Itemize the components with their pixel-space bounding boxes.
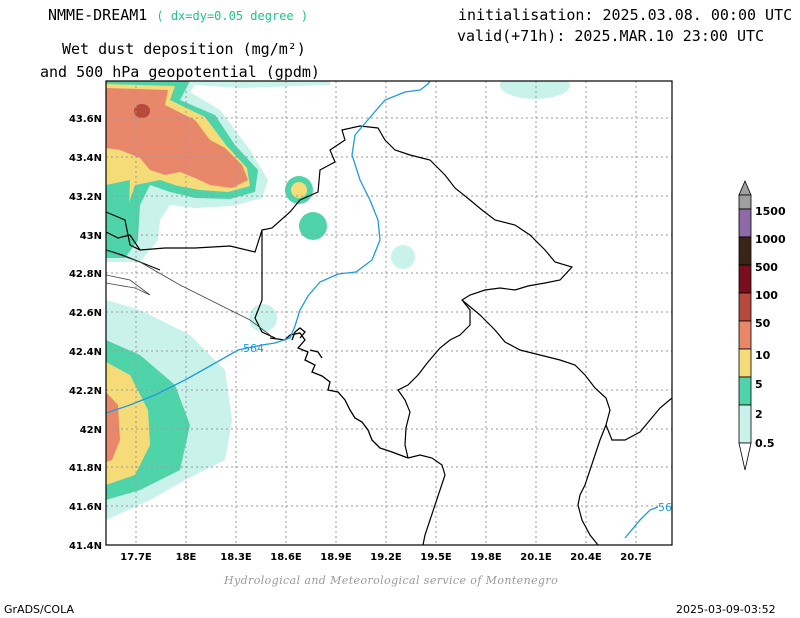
lon-tick: 18.6E [270,552,302,563]
credit-line: Hydrological and Meteorological service … [224,574,559,587]
lat-tick: 42.2N [69,386,102,397]
dust-deposition-field [106,81,570,520]
init-time: initialisation: 2025.03.08. 00:00 UTC [458,6,793,24]
legend-labels: 1500 1000 500 100 50 10 5 2 0.5 [755,205,786,450]
legend-label: 5 [755,378,763,391]
lon-tick: 19.2E [370,552,402,563]
lon-tick: 18.3E [220,552,252,563]
lon-tick: 19.5E [420,552,452,563]
latitude-axis: 43.6N 43.4N 43.2N 43N 42.8N 42.6N 42.4N … [69,114,102,552]
longitude-axis: 17.7E 18E 18.3E 18.6E 18.9E 19.2E 19.5E … [120,552,652,563]
legend-swatch [738,292,752,322]
lon-tick: 20.1E [520,552,552,563]
model-title: NMME-DREAM1 ( dx=dy=0.05 degree ) [48,6,308,24]
lat-tick: 42N [80,425,102,436]
legend-label: 10 [755,349,771,362]
lat-tick: 42.4N [69,347,102,358]
legend-swatch [738,236,752,266]
legend-label: 2 [755,408,763,421]
lat-tick: 43.2N [69,192,102,203]
legend-swatch [738,194,752,210]
dust-band-50 [134,104,150,118]
legend-label: 500 [755,261,778,274]
valid-time: valid(+71h): 2025.MAR.10 23:00 UTC [457,27,765,45]
lon-tick: 17.7E [120,552,152,563]
lon-tick: 18E [176,552,197,563]
legend-swatch [738,208,752,238]
contour-label-564: 564 [243,342,264,355]
model-resolution: ( dx=dy=0.05 degree ) [156,9,309,23]
field-title-line2: and 500 hPa geopotential (gpdm) [40,63,320,81]
model-name: NMME-DREAM1 [48,6,148,24]
country-borders [106,125,672,545]
legend-label: 0.5 [755,437,775,450]
legend-label: 1500 [755,205,786,218]
map-grid [106,81,672,545]
contour-label-56: 56 [658,501,672,514]
lat-tick: 41.8N [69,463,102,474]
field-title-line1: Wet dust deposition (mg/m²) [62,40,306,58]
legend-swatch [738,320,752,350]
software-credit: GrADS/COLA [4,603,74,616]
geopotential-contours [106,81,659,539]
lat-tick: 43.6N [69,114,102,125]
legend-swatch [738,404,752,444]
legend-label: 1000 [755,233,786,246]
legend-swatch [738,264,752,294]
render-timestamp: 2025-03-09-03:52 [676,603,776,616]
map-frame [105,80,673,546]
lat-tick: 42.8N [69,269,102,280]
legend-label: 50 [755,317,771,330]
lat-tick: 41.4N [69,541,102,552]
legend-swatch [738,376,752,406]
legend-swatch-bottom [738,442,752,471]
legend-swatch [738,348,752,378]
lat-tick: 43.4N [69,153,102,164]
legend-swatch-top [738,179,752,196]
lon-tick: 18.9E [320,552,352,563]
color-legend [738,179,752,471]
lat-tick: 42.6N [69,308,102,319]
lon-tick: 19.8E [470,552,502,563]
legend-label: 100 [755,289,778,302]
lon-tick: 20.4E [570,552,602,563]
lat-tick: 43N [80,231,102,242]
lon-tick: 20.7E [620,552,652,563]
lat-tick: 41.6N [69,502,102,513]
